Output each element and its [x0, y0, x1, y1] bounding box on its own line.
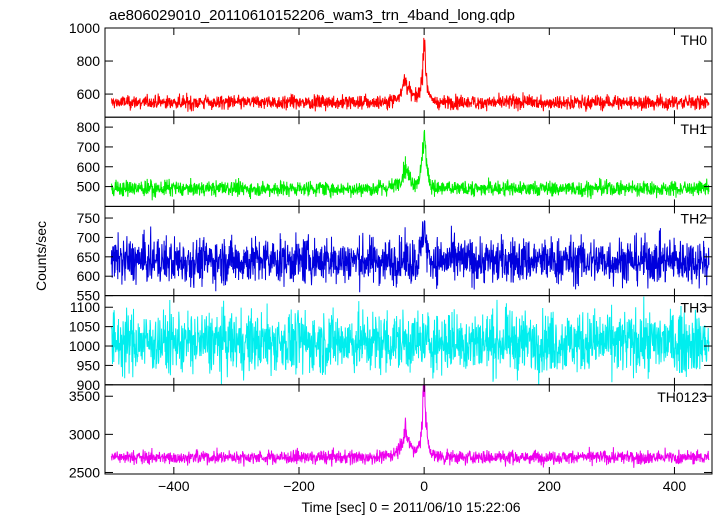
- y-tick-label: 950: [77, 357, 101, 373]
- x-tick-label: 200: [538, 478, 562, 494]
- panel-th0: 600 800 1000 TH0: [69, 20, 713, 118]
- y-axis-label: Counts/sec: [33, 221, 49, 291]
- y-tick-label: 800: [77, 119, 101, 135]
- y-tick-label: 700: [77, 139, 101, 155]
- panel-th0123: 2500 3000 3500 TH0123: [69, 384, 713, 480]
- y-tick-label: 1050: [69, 319, 100, 335]
- panel-label: TH2: [681, 210, 708, 226]
- panel-label: TH0: [681, 32, 708, 48]
- y-tick-label: 600: [77, 86, 101, 102]
- y-tick-label: 800: [77, 53, 101, 69]
- panel-label: TH0123: [657, 389, 707, 405]
- y-tick-label: 750: [77, 210, 101, 226]
- series-line-th0: [111, 37, 710, 112]
- y-tick-label: 1000: [69, 338, 100, 354]
- chart-title: ae806029010_20110610152206_wam3_trn_4ban…: [109, 7, 515, 24]
- x-axis-label: Time [sec] 0 = 2011/06/10 15:22:06: [301, 499, 520, 515]
- panel-label: TH1: [681, 121, 708, 137]
- y-tick-label: 550: [77, 288, 101, 304]
- x-tick-label: 400: [663, 478, 687, 494]
- series-line-th3: [110, 296, 710, 385]
- x-tick-label: −400: [158, 478, 190, 494]
- y-tick-label: 3000: [69, 426, 100, 442]
- series-line-th1: [111, 129, 710, 201]
- y-tick-label: 1000: [69, 20, 100, 36]
- y-tick-label: 600: [77, 159, 101, 175]
- y-tick-label: 500: [77, 179, 101, 195]
- x-tick-label: −200: [283, 478, 315, 494]
- series-line-th2: [110, 220, 710, 293]
- panel-th3: 900 950 1000 1050 1100 TH3: [69, 295, 713, 393]
- y-tick-label: 2500: [69, 464, 100, 480]
- y-tick-label: 600: [77, 268, 101, 284]
- y-tick-label: 1100: [70, 299, 100, 315]
- x-tick-label: 0: [420, 478, 428, 494]
- panel-th1: 500 600 700 800 TH1: [77, 116, 713, 207]
- series-line-th0123: [110, 384, 710, 468]
- panels: 600 800 1000 TH0 500 600 700 800 TH1 550 600 650 700…: [69, 20, 713, 494]
- y-tick-label: 700: [77, 229, 101, 245]
- y-tick-label: 650: [77, 249, 101, 265]
- y-tick-label: 900: [77, 377, 101, 393]
- panel-frame: [104, 384, 713, 475]
- panel-th2: 550 600 650 700 750 TH2: [77, 205, 713, 304]
- y-tick-label: 3500: [69, 388, 100, 404]
- panel-label: TH3: [681, 300, 708, 316]
